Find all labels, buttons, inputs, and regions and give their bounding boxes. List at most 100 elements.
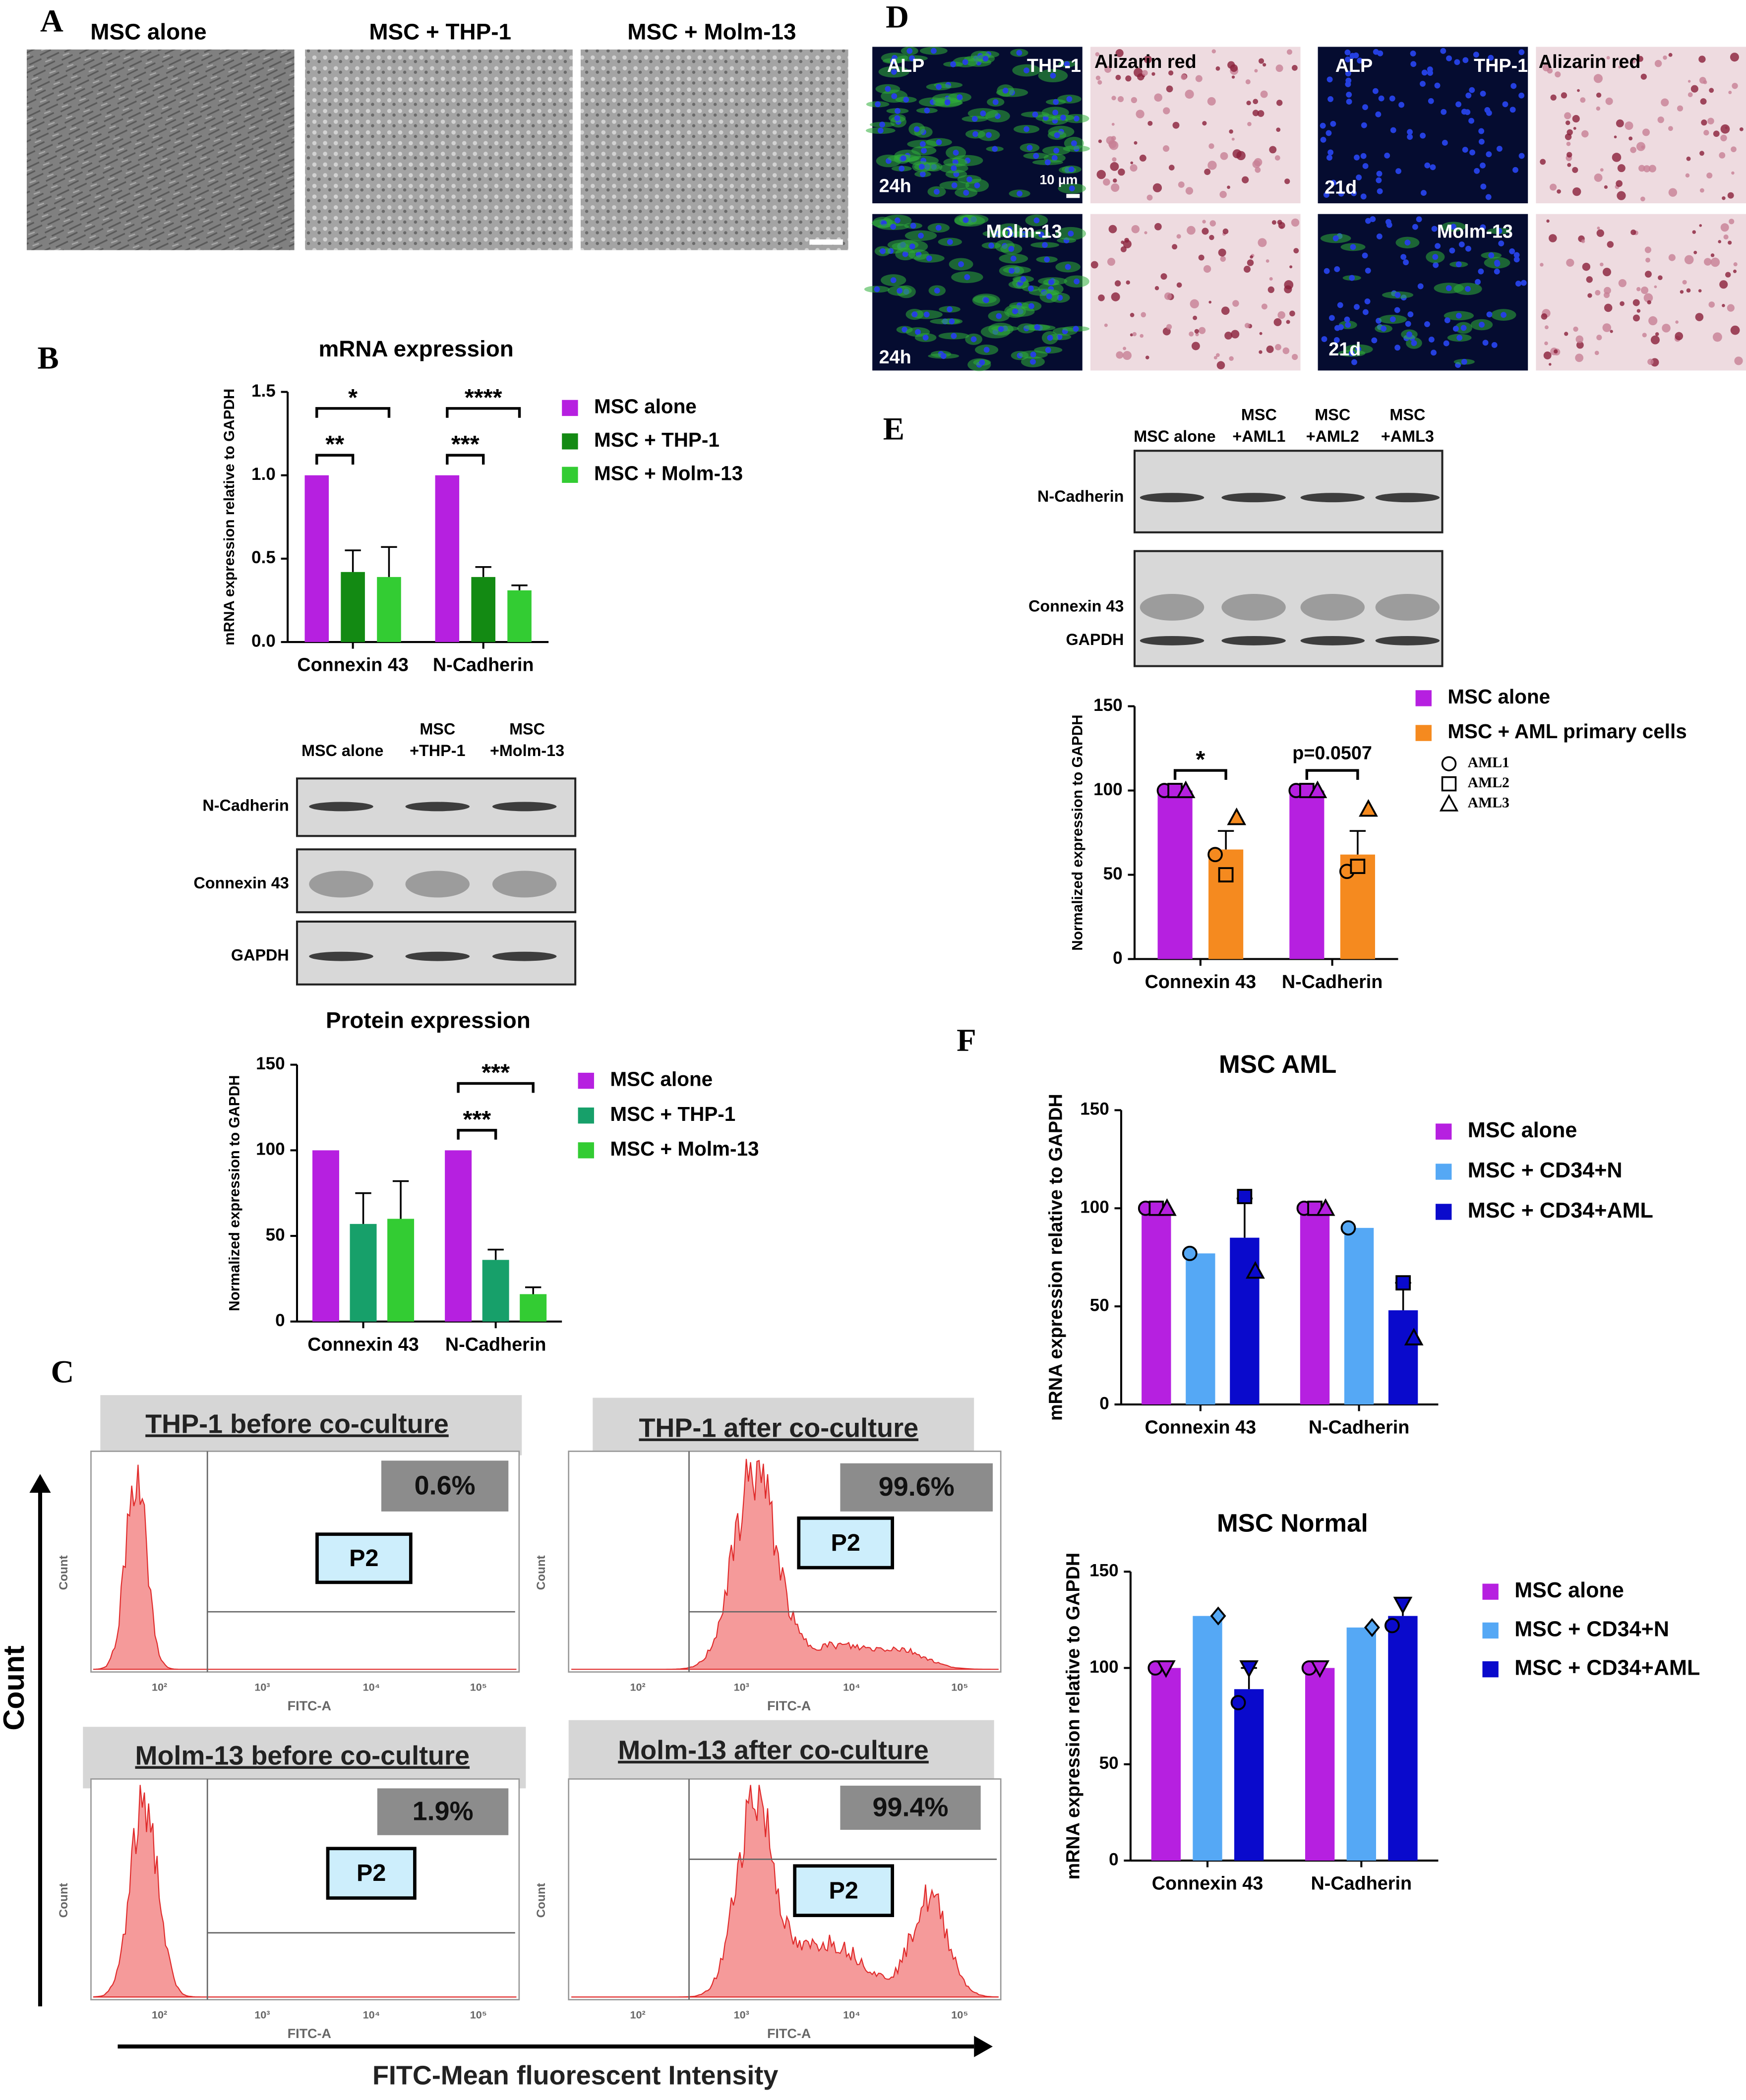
title-box	[100, 1395, 522, 1456]
gate-percent: 0.6%	[415, 1471, 476, 1501]
nucleus	[1486, 311, 1493, 318]
nucleus	[885, 86, 891, 92]
nucleus	[1424, 162, 1431, 169]
nucleus	[1394, 307, 1400, 313]
lane-label: MSC	[1315, 406, 1350, 424]
bar	[1186, 1253, 1215, 1404]
stain	[1596, 335, 1602, 341]
nucleus	[1050, 72, 1056, 79]
stain	[1699, 188, 1704, 193]
image-label: 10 µm	[1039, 172, 1078, 187]
stain	[1277, 311, 1285, 319]
nucleus	[950, 61, 957, 67]
stain	[1191, 342, 1200, 350]
panel-x-tick: 10⁵	[470, 1681, 487, 1693]
nucleus	[1389, 95, 1395, 102]
stain	[1259, 350, 1263, 354]
nucleus	[1338, 190, 1344, 197]
stain	[1108, 225, 1117, 233]
bar	[377, 577, 401, 642]
nucleus	[926, 255, 932, 261]
band	[405, 951, 470, 961]
nucleus	[936, 139, 942, 145]
nucleus	[1465, 245, 1471, 252]
nucleus	[1440, 48, 1446, 54]
stain	[1221, 306, 1230, 315]
panel-letter: D	[886, 0, 909, 35]
stain	[1544, 325, 1549, 330]
stain	[1117, 96, 1124, 103]
band	[1375, 636, 1440, 645]
stain	[1213, 355, 1217, 360]
stain	[1713, 130, 1720, 137]
nucleus	[1441, 109, 1447, 115]
legend-label: MSC + CD34+N	[1468, 1159, 1623, 1182]
stain	[1134, 67, 1143, 77]
axis-title: FITC-Mean fluorescent Intensity	[372, 2060, 778, 2090]
nucleus	[957, 94, 963, 101]
nucleus	[1510, 83, 1517, 89]
nucleus	[1360, 193, 1367, 200]
legend-label: MSC + AML primary cells	[1447, 720, 1686, 743]
nucleus	[1357, 58, 1363, 64]
stain	[1655, 332, 1659, 336]
stain	[1244, 323, 1250, 328]
point	[1246, 1261, 1265, 1279]
nucleus	[1053, 99, 1059, 105]
nucleus	[1351, 190, 1357, 196]
stain	[1628, 136, 1633, 141]
bar	[1346, 1627, 1376, 1861]
nucleus	[1395, 168, 1401, 175]
stain	[1654, 59, 1662, 67]
nucleus	[1400, 254, 1407, 260]
blot-frame	[1133, 550, 1444, 667]
protein-label: GAPDH	[1066, 631, 1124, 648]
stain	[1111, 292, 1120, 301]
nucleus	[1478, 138, 1485, 145]
stain	[1642, 128, 1650, 136]
stain	[1618, 279, 1626, 288]
point	[1237, 1189, 1253, 1204]
nucleus	[936, 84, 942, 90]
gate-label: P2	[831, 1529, 860, 1556]
legend-swatch	[1415, 725, 1432, 741]
stain	[1254, 69, 1258, 73]
nucleus	[1384, 152, 1390, 159]
y-axis-title: mRNA expression relative to GAPDH	[221, 389, 238, 645]
nucleus	[1452, 326, 1459, 332]
micrograph	[1090, 47, 1301, 204]
nucleus	[923, 311, 930, 318]
stain	[1245, 79, 1251, 85]
stain	[1134, 141, 1138, 145]
x-tick-label: N-Cadherin	[445, 1334, 546, 1355]
panel-x-tick: 10⁴	[363, 1681, 380, 1693]
nucleus	[910, 223, 916, 229]
nucleus	[894, 217, 901, 224]
nucleus	[899, 166, 905, 172]
stain	[1095, 75, 1101, 80]
y-tick-label: 100	[1093, 780, 1123, 799]
band	[1300, 493, 1365, 503]
nucleus	[1364, 298, 1371, 304]
nucleus	[963, 217, 969, 223]
bar	[387, 1219, 415, 1322]
gate-box	[326, 1847, 417, 1900]
nucleus	[1410, 61, 1417, 67]
legend-swatch	[578, 1108, 594, 1124]
stain	[1708, 301, 1715, 308]
nucleus	[963, 189, 969, 196]
stain	[1189, 331, 1194, 337]
legend-swatch	[1482, 1622, 1499, 1639]
nucleus	[951, 333, 957, 339]
stain	[1636, 142, 1646, 151]
stain	[1644, 271, 1652, 278]
nucleus	[1518, 49, 1525, 56]
stain	[1260, 90, 1268, 98]
nucleus	[1334, 266, 1340, 272]
stain	[1710, 257, 1720, 267]
stain	[1141, 312, 1146, 318]
stain	[1289, 265, 1293, 269]
bar	[1151, 1668, 1181, 1861]
nucleus	[1362, 104, 1368, 111]
stain	[1607, 241, 1614, 248]
